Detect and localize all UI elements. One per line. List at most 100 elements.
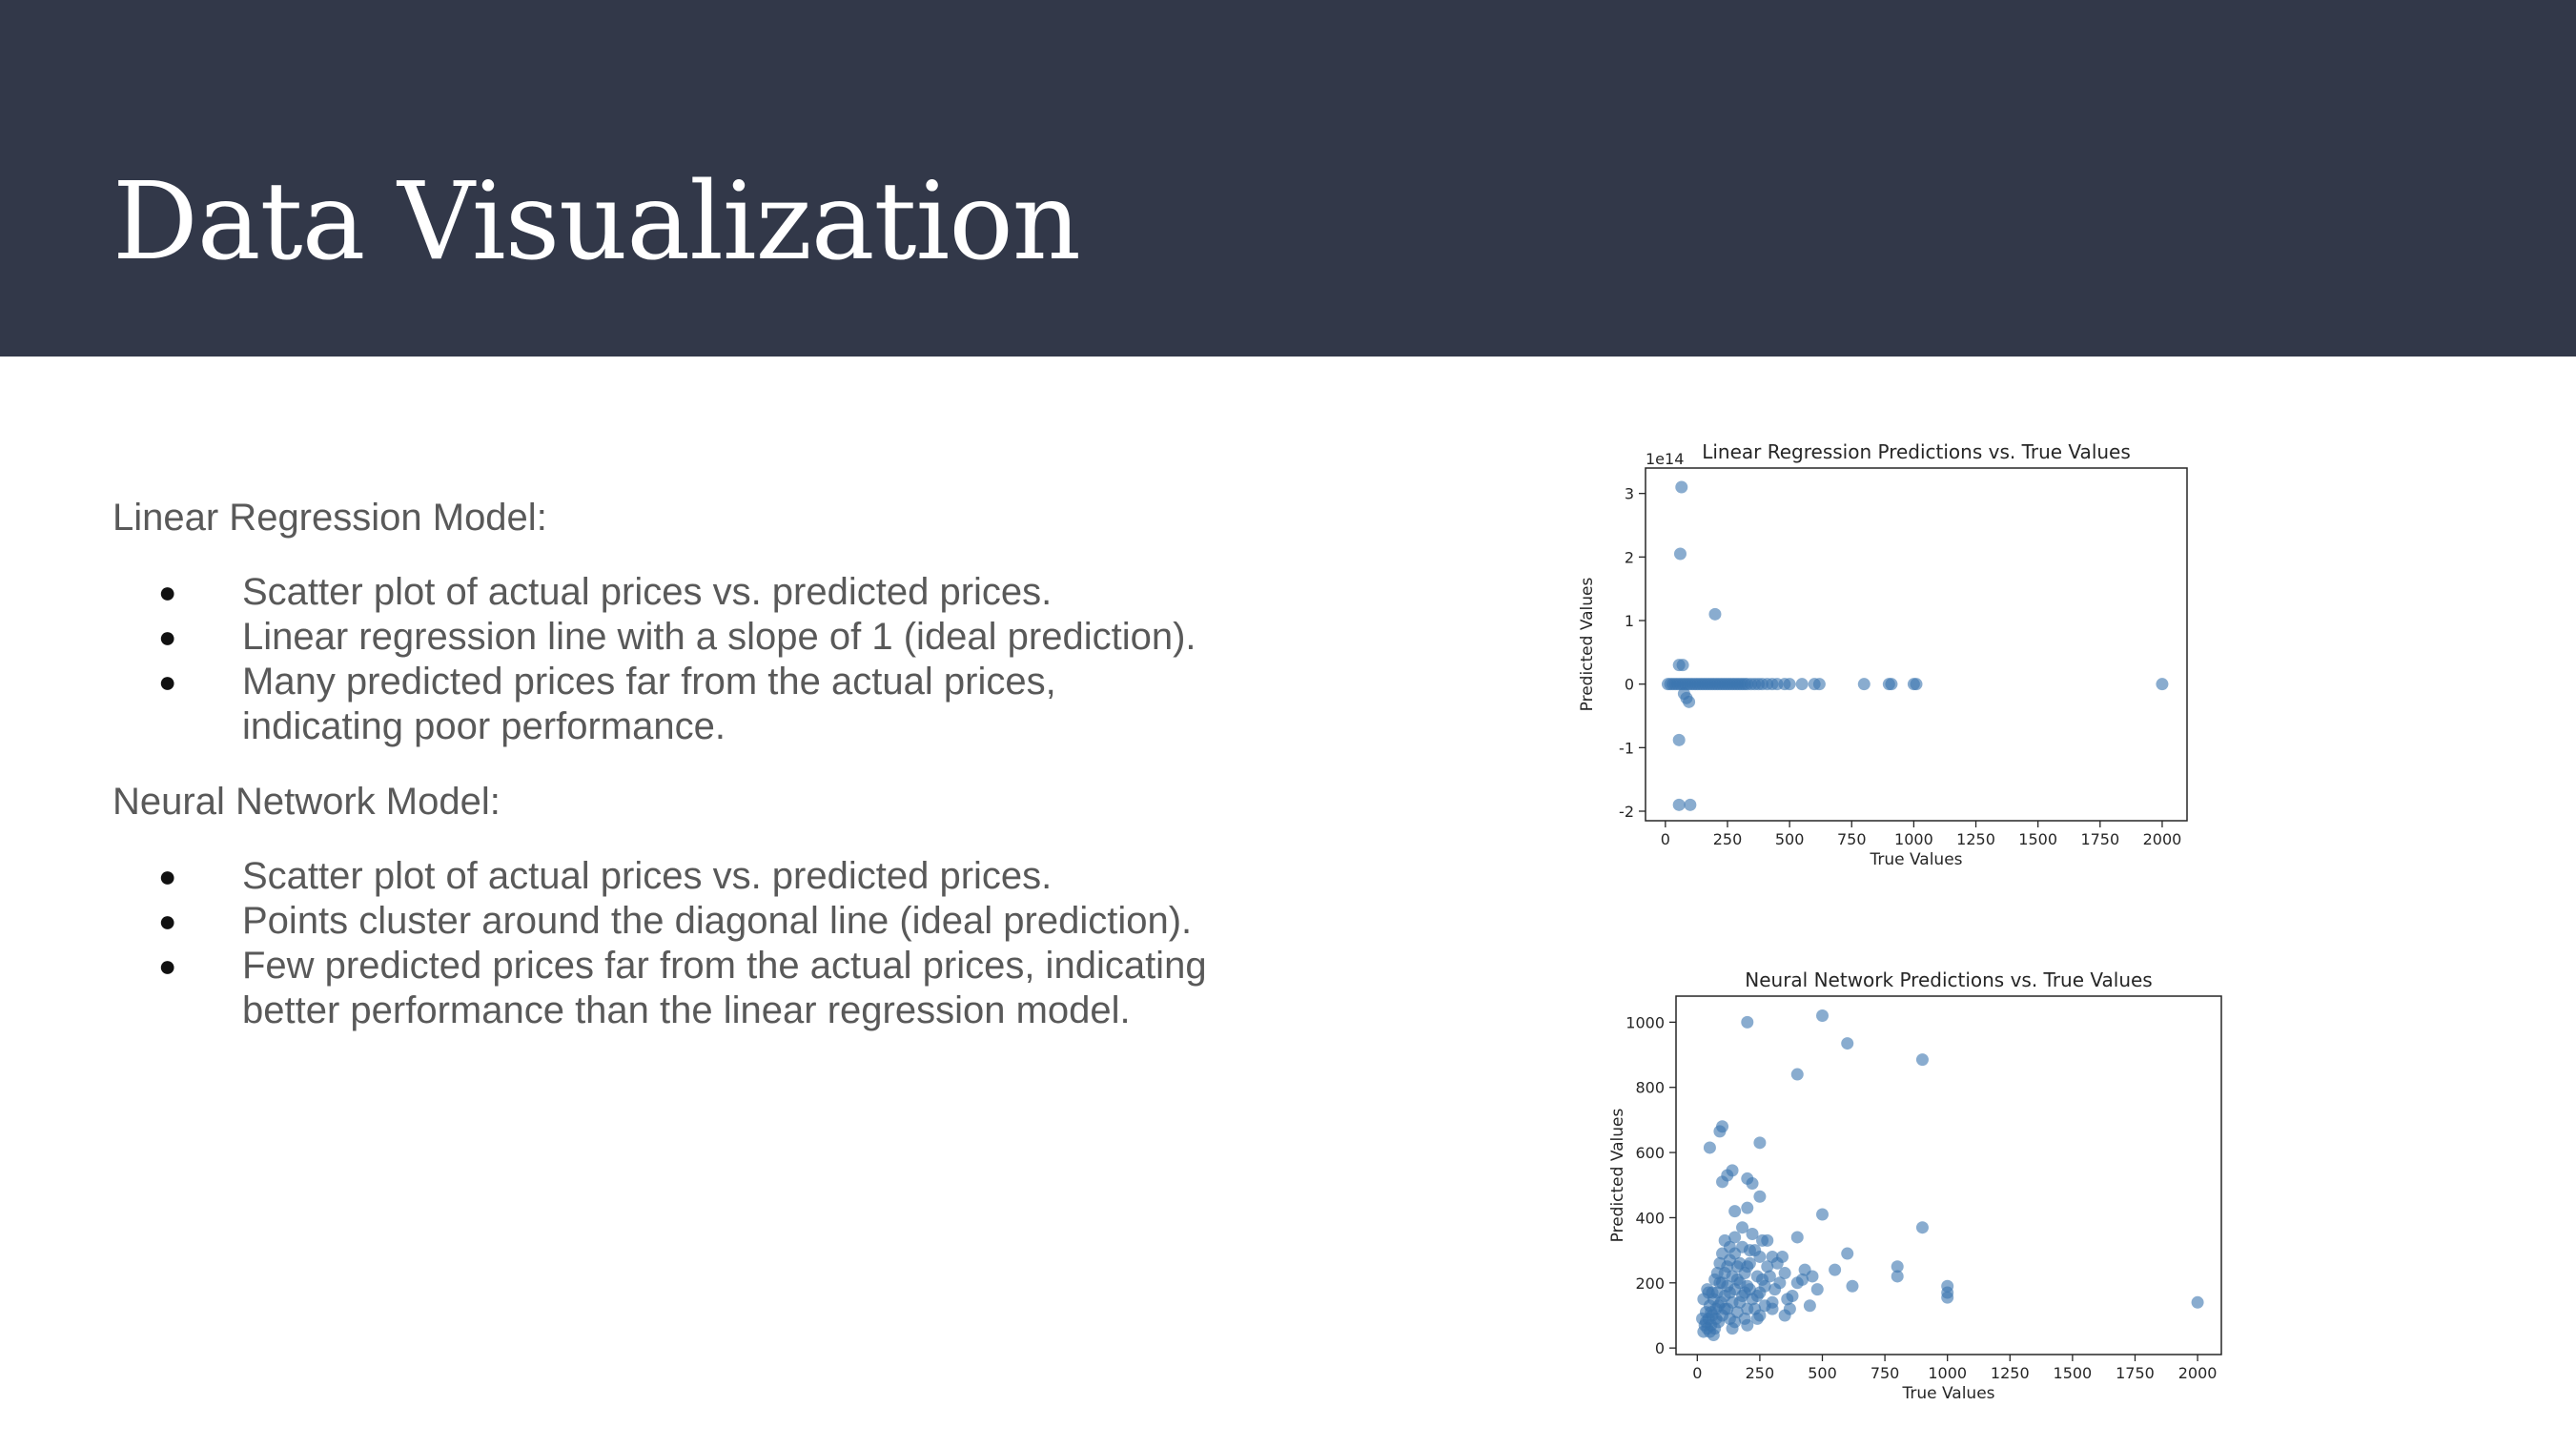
list-item: ● Scatter plot of actual prices vs. predi…: [112, 854, 1209, 899]
x-axis-label: True Values: [1901, 1384, 1994, 1403]
data-point: [1790, 1231, 1804, 1244]
y-tick-label: 1000: [1625, 1013, 1665, 1031]
data-point: [1815, 1009, 1829, 1023]
neural-network-chart: Neural Network Predictions vs. True Valu…: [1583, 963, 2250, 1411]
x-tick-label: 1000: [1928, 1364, 1967, 1382]
x-tick-label: 0: [1692, 1364, 1702, 1382]
data-point: [1781, 1293, 1794, 1306]
x-tick-label: 750: [1837, 830, 1867, 848]
y-tick-label: 600: [1635, 1144, 1665, 1162]
y-tick-label: -1: [1619, 739, 1634, 757]
data-point: [1728, 1247, 1742, 1260]
x-tick-label: 0: [1661, 830, 1670, 848]
section-heading-neural-network: Neural Network Model:: [112, 781, 501, 823]
x-tick-label: 1500: [2018, 830, 2057, 848]
data-point: [1910, 678, 1923, 691]
y-tick-label: 3: [1625, 485, 1634, 503]
data-point: [1915, 1053, 1929, 1067]
y-tick-label: 800: [1635, 1079, 1665, 1097]
data-point: [1723, 1286, 1736, 1299]
list-item: ● Few predicted prices far from the actua…: [112, 944, 1209, 1033]
plot-frame: [1675, 995, 2222, 1355]
bullet-icon: ●: [158, 575, 177, 609]
chart-title: Linear Regression Predictions vs. True V…: [1702, 440, 2131, 463]
x-tick-label: 250: [1746, 1364, 1775, 1382]
bullet-icon: ●: [158, 948, 177, 983]
data-point: [1676, 659, 1689, 672]
data-point: [1718, 1233, 1731, 1247]
data-point: [1763, 1270, 1776, 1283]
bullet-icon: ●: [158, 620, 177, 654]
data-point: [1738, 1312, 1751, 1325]
neural-network-scatter-plot: Neural Network Predictions vs. True Valu…: [1608, 968, 2222, 1403]
bullet-text: Many predicted prices far from the actua…: [242, 661, 1056, 747]
list-item: ● Many predicted prices far from the actu…: [112, 660, 1209, 749]
data-point: [1753, 1136, 1767, 1150]
data-point: [1726, 1322, 1739, 1335]
data-point: [1746, 1177, 1759, 1191]
data-point: [1783, 678, 1796, 691]
bullet-icon: ●: [158, 904, 177, 938]
x-tick-label: 500: [1808, 1364, 1837, 1382]
y-axis-label: Predicted Values: [1578, 577, 1597, 711]
data-point: [1776, 1250, 1789, 1263]
data-point: [1795, 678, 1809, 691]
y-tick-label: 2: [1625, 548, 1634, 566]
bullet-text: Scatter plot of actual prices vs. predic…: [242, 855, 1053, 897]
plot-frame: [1645, 467, 2188, 822]
data-point: [1672, 733, 1686, 746]
x-tick-label: 1750: [2080, 830, 2119, 848]
data-point: [1713, 1125, 1727, 1138]
data-point: [1841, 1247, 1854, 1260]
y-tick-label: -2: [1619, 803, 1634, 821]
data-point: [1829, 1263, 1842, 1276]
bullet-text: Linear regression line with a slope of 1…: [242, 616, 1196, 658]
data-point: [1846, 1279, 1859, 1293]
y-tick-label: 0: [1655, 1339, 1665, 1357]
data-point: [1672, 798, 1686, 811]
y-tick-label: 1: [1625, 612, 1634, 630]
data-point: [1741, 1201, 1754, 1214]
data-point: [1761, 1260, 1774, 1274]
x-tick-label: 1250: [1991, 1364, 2030, 1382]
data-point: [1733, 1256, 1747, 1270]
bullet-icon: ●: [158, 664, 177, 699]
data-point: [1790, 1276, 1804, 1290]
x-tick-label: 1500: [2054, 1364, 2093, 1382]
data-point: [1684, 798, 1697, 811]
data-point: [1738, 1286, 1751, 1299]
linear-regression-chart: Linear Regression Predictions vs. True V…: [1564, 434, 2212, 882]
x-axis-label: True Values: [1869, 850, 1962, 869]
list-item: ● Scatter plot of actual prices vs. predi…: [112, 570, 1209, 615]
list-item: ● Linear regression line with a slope of …: [112, 615, 1209, 660]
bullet-icon: ●: [158, 859, 177, 893]
x-tick-label: 2000: [2178, 1364, 2218, 1382]
data-point: [1673, 547, 1687, 560]
data-point: [1758, 1299, 1771, 1313]
data-point: [1748, 1302, 1762, 1315]
data-point: [1815, 1208, 1829, 1221]
data-point: [1716, 1247, 1729, 1260]
data-point: [1710, 1267, 1724, 1280]
data-point: [1721, 1260, 1734, 1274]
data-point: [1803, 1299, 1816, 1313]
bullet-list-linear-regression: ● Scatter plot of actual prices vs. predi…: [112, 570, 1209, 749]
data-point: [1753, 1190, 1767, 1203]
data-point: [1675, 480, 1688, 494]
data-point: [1728, 1205, 1742, 1218]
data-point: [1702, 1286, 1715, 1299]
y-offset-label: 1e14: [1646, 450, 1684, 468]
x-tick-label: 250: [1713, 830, 1743, 848]
data-point: [2156, 678, 2169, 691]
data-point: [1857, 678, 1871, 691]
section-heading-linear-regression: Linear Regression Model:: [112, 497, 547, 539]
data-point: [1750, 1312, 1764, 1325]
data-point: [1885, 678, 1898, 691]
data-point: [1915, 1221, 1929, 1234]
data-point: [1703, 1141, 1716, 1154]
y-tick-label: 0: [1625, 676, 1634, 694]
bullet-text: Points cluster around the diagonal line …: [242, 900, 1193, 942]
slide-body: Linear Regression Model: ● Scatter plot o…: [112, 486, 1209, 1054]
data-point: [1790, 1068, 1804, 1081]
data-point: [1683, 695, 1696, 708]
